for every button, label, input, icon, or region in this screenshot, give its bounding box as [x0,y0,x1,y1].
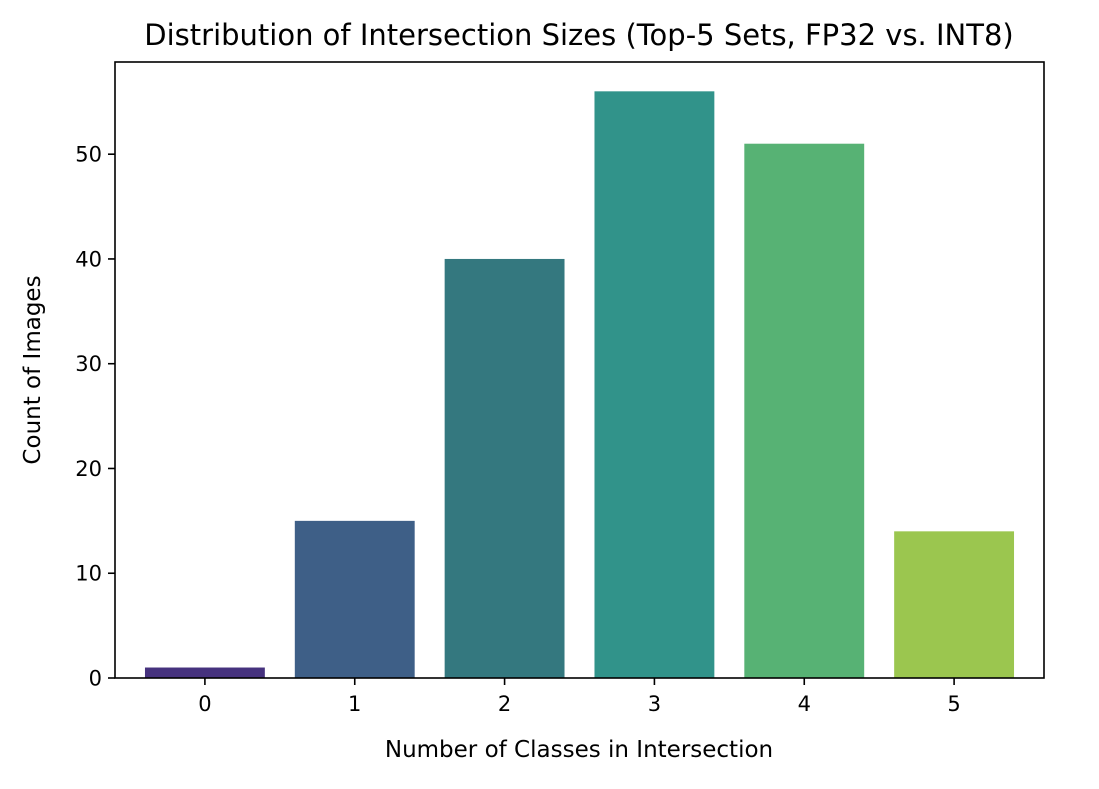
y-tick-label: 10 [75,562,102,586]
bar-3 [594,91,715,678]
y-tick-label: 0 [89,667,102,691]
y-tick-label: 20 [75,457,102,481]
bar-1 [294,520,415,678]
x-axis-label: Number of Classes in Intersection [385,737,773,763]
plot-frame [114,61,1045,679]
bar-5 [894,531,1015,678]
x-tick-label: 0 [198,692,211,716]
y-tick-label: 30 [75,352,102,376]
bar-2 [444,258,565,678]
y-tick-label: 50 [75,143,102,167]
x-tick-label: 4 [798,692,811,716]
chart-title: Distribution of Intersection Sizes (Top-… [144,18,1013,52]
x-tick-label: 5 [947,692,960,716]
y-axis-label: Count of Images [20,275,46,464]
bar-4 [744,143,865,678]
bars [144,91,1015,678]
x-tick-label: 2 [498,692,511,716]
y-tick-label: 40 [75,247,102,271]
x-tick-label: 3 [648,692,661,716]
bar-0 [144,667,265,678]
x-tick-label: 1 [348,692,361,716]
